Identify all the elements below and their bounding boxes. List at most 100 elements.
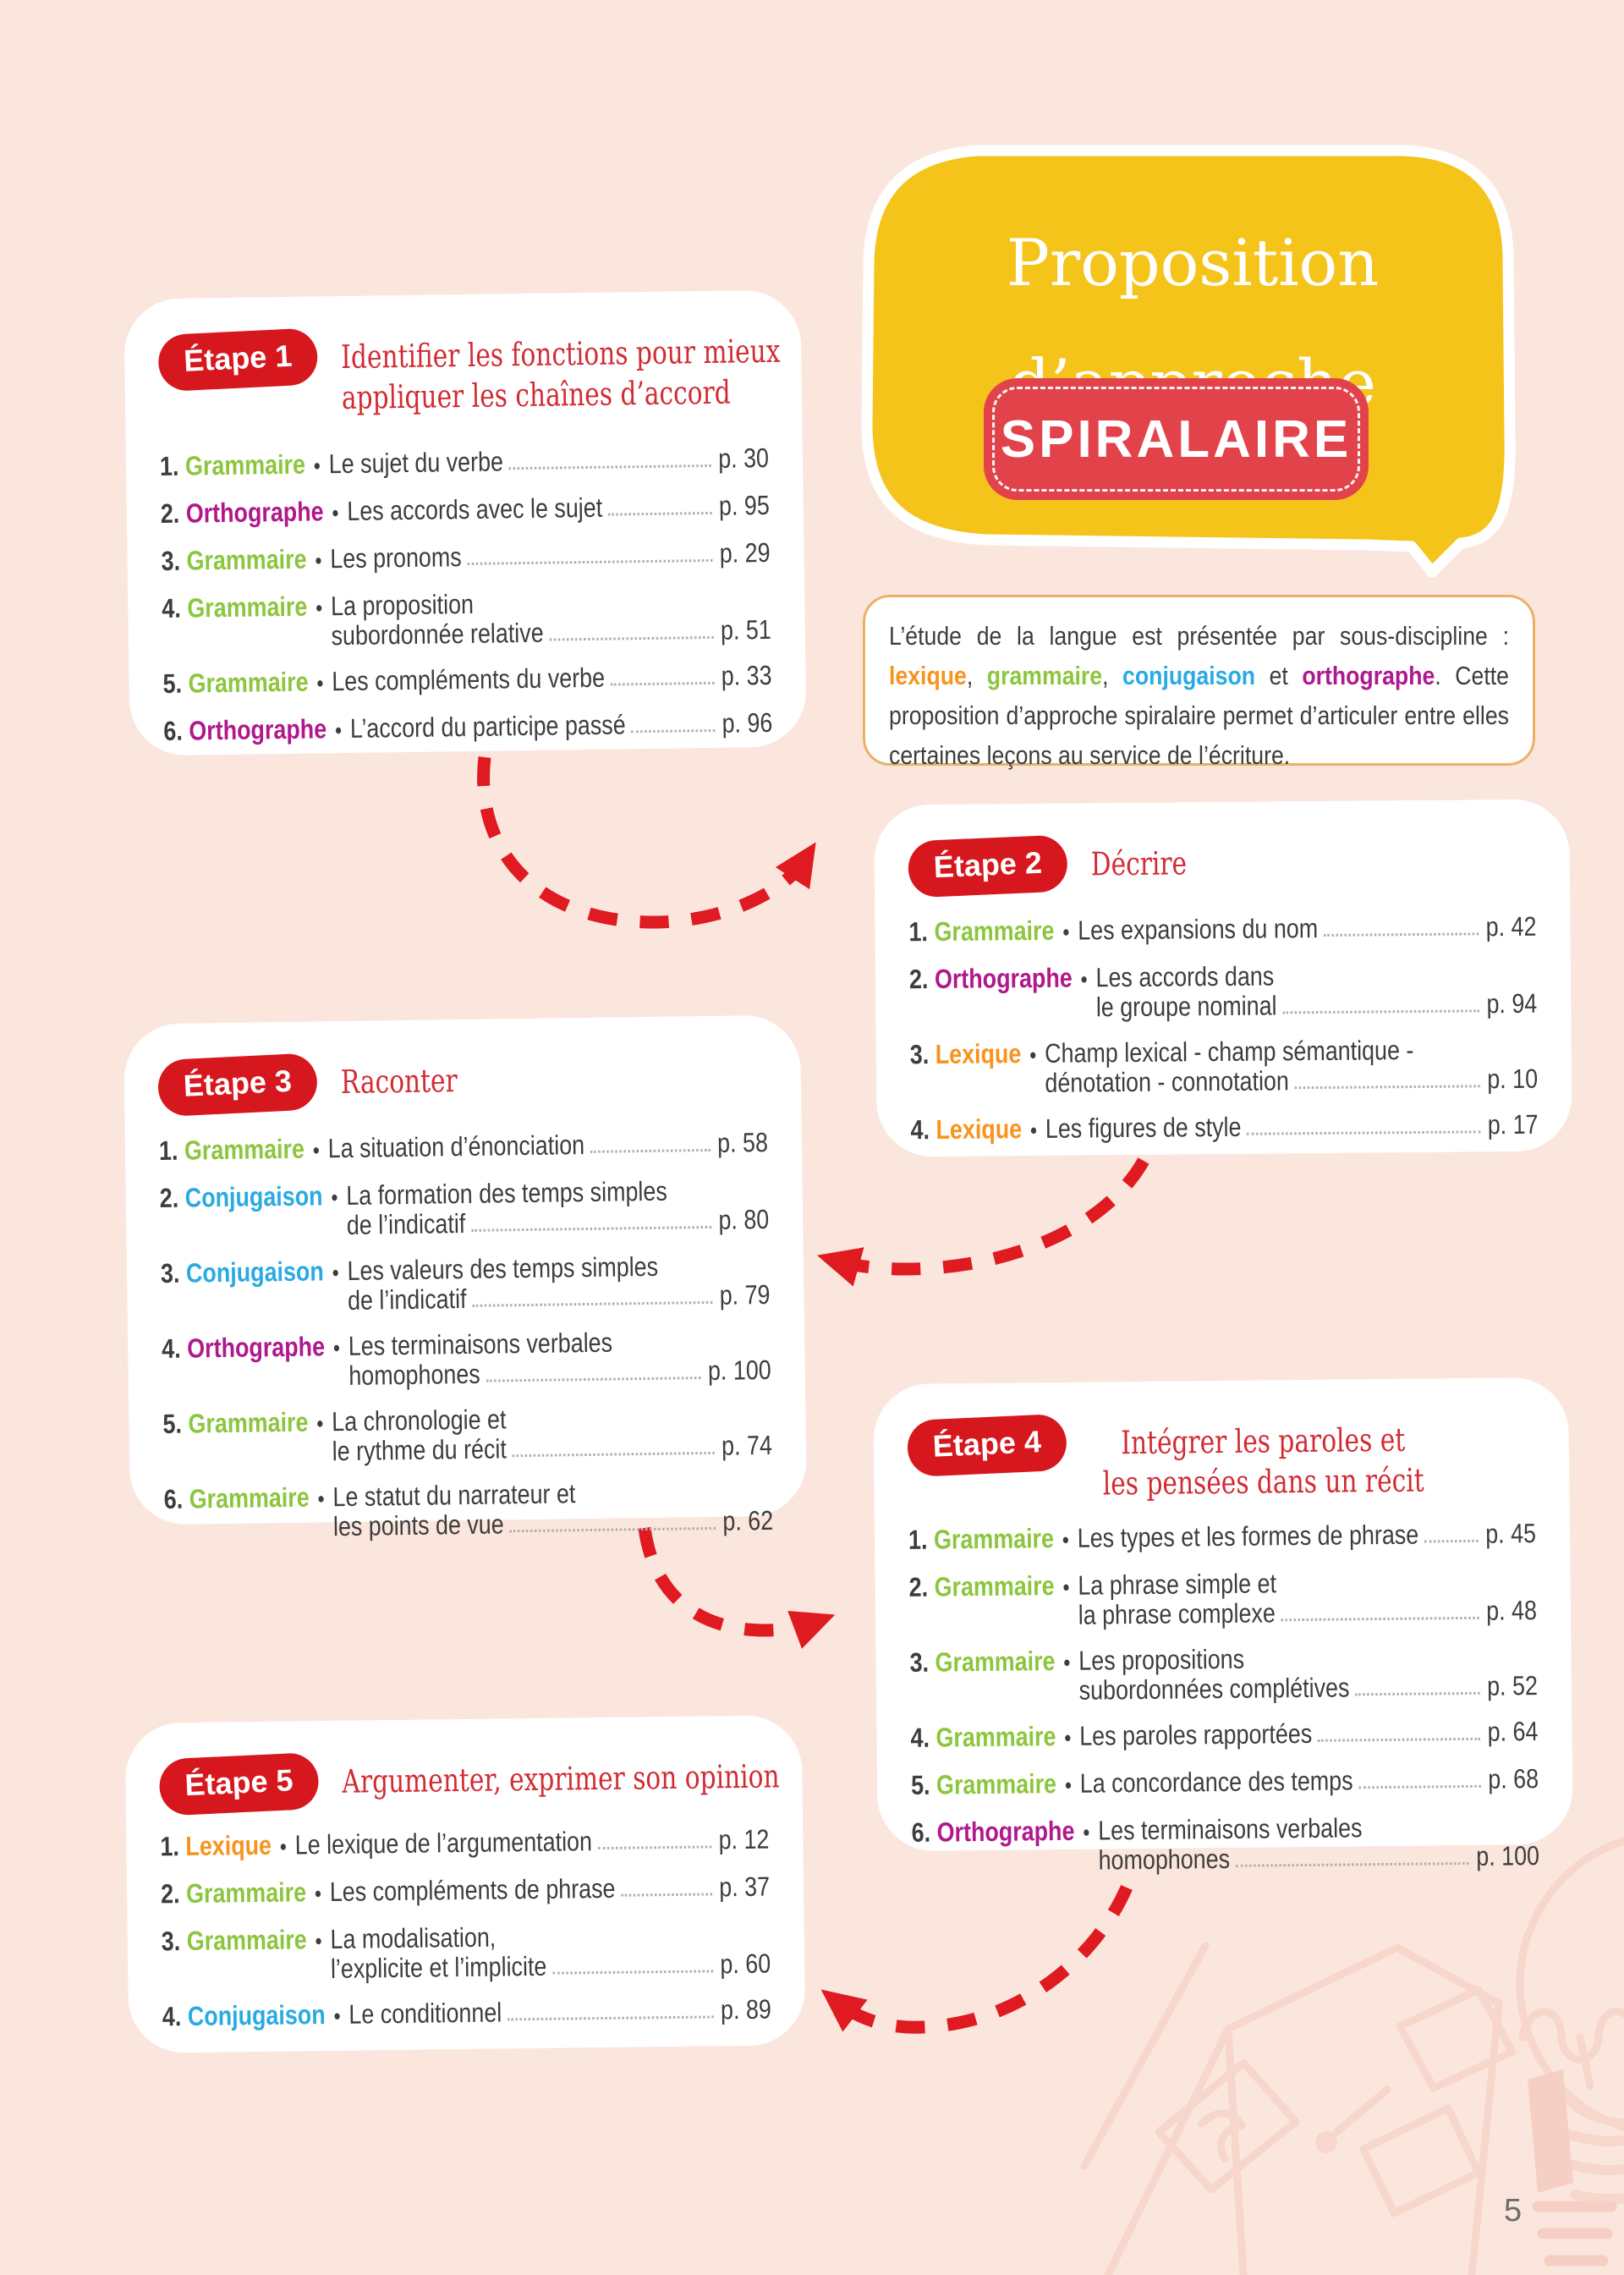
item-category: Conjugaison [187, 1999, 326, 2032]
item-number: 5. [162, 668, 183, 699]
bullet-icon: • [279, 1833, 287, 1860]
toc-item: 3. Conjugaison • Les valeurs des temps sim… [161, 1250, 771, 1318]
dotted-leader [597, 1845, 712, 1850]
etape-3-badge: Étape 3 [156, 1052, 319, 1118]
item-category: Orthographe [189, 712, 327, 746]
toc-item: 2. Grammaire • La phrase simple et la phra… [908, 1566, 1537, 1632]
flow-arrow-4 [820, 1884, 1133, 2034]
intro-segment: , [966, 661, 987, 690]
item-title: La situation d’énonciation [327, 1129, 585, 1164]
item-number: 2. [160, 1878, 180, 1910]
item-category: Grammaire [189, 1481, 310, 1514]
dotted-leader [486, 1377, 701, 1382]
item-category: Orthographe [934, 962, 1073, 994]
toc-item: 1. Grammaire • Les expansions du nom p. 42 [908, 911, 1536, 948]
item-page: p. 94 [1486, 987, 1538, 1019]
bullet-icon: • [313, 452, 321, 478]
toc-item: 2. Orthographe • Les accords avec le sujet… [161, 489, 770, 530]
item-title: Les paroles rapportées [1079, 1717, 1313, 1751]
etape-4-card: Étape 4 Intégrer les paroles et les pens… [873, 1377, 1573, 1875]
bullet-icon: • [317, 1486, 325, 1512]
item-number: 1. [160, 1831, 180, 1862]
etape-3-items: 1. Grammaire • La situation d’énonciation p… [159, 1127, 774, 1544]
dotted-leader [509, 1526, 716, 1533]
etape-1-badge: Étape 1 [156, 327, 319, 393]
etape-5-title: Argumenter, exprimer son opinion [342, 1757, 780, 1800]
etape-4-header: Étape 4 Intégrer les paroles et les pens… [873, 1377, 1569, 1507]
item-title: homophones [348, 1358, 480, 1391]
bullet-icon: • [1063, 1649, 1071, 1675]
item-number: 3. [909, 1646, 930, 1678]
dotted-leader [1294, 1085, 1480, 1090]
item-number: 3. [160, 1257, 180, 1289]
item-title: Le sujet du verbe [328, 445, 504, 479]
item-number: 4. [910, 1722, 930, 1753]
flow-arrow-1 [477, 756, 816, 929]
bullet-icon: • [1029, 1041, 1037, 1068]
item-category: Orthographe [185, 495, 324, 529]
dotted-leader [1358, 1784, 1481, 1789]
bullet-icon: • [1064, 1724, 1072, 1750]
toc-item: 5. Grammaire • La chronologie et le rythme… [162, 1401, 772, 1469]
intro-text: L’étude de la langue est présentée par s… [889, 616, 1509, 775]
item-title: les points de vue [332, 1508, 504, 1542]
item-page: p. 10 [1487, 1063, 1539, 1095]
flow-arrow-2 [816, 1157, 1149, 1287]
bullet-icon: • [332, 499, 339, 525]
dotted-leader [508, 464, 711, 470]
dotted-leader [1317, 1737, 1481, 1742]
intro-segment: , [1102, 661, 1123, 690]
item-number: 4. [162, 2001, 182, 2032]
item-category: Lexique [185, 1829, 272, 1862]
item-page: p. 64 [1487, 1715, 1539, 1747]
bullet-icon: • [1062, 919, 1070, 945]
dotted-leader [1424, 1539, 1479, 1543]
toc-item: 1. Grammaire • La situation d’énonciation p… [159, 1127, 768, 1168]
item-number: 5. [910, 1769, 930, 1800]
etape-1-card: Étape 1 Identifier les fonctions pour mi… [123, 289, 807, 756]
toc-item: 4. Grammaire • Les paroles rapportées p. 64 [910, 1715, 1539, 1755]
item-page: p. 100 [707, 1354, 771, 1387]
bullet-icon: • [331, 1184, 338, 1211]
toc-item: 2. Orthographe • Les accords dans le group… [909, 959, 1538, 1024]
intro-box: L’étude de la langue est présentée par s… [863, 595, 1535, 770]
dotted-leader [610, 681, 715, 686]
item-title: La phrase simple et [1078, 1567, 1277, 1601]
item-page: p. 62 [722, 1504, 774, 1536]
page-number: 5 [1504, 2193, 1522, 2228]
toc-item: 6. Orthographe • L’accord du participe pas… [163, 706, 772, 747]
item-title: Les types et les formes de phrase [1077, 1519, 1419, 1553]
dotted-leader [512, 1451, 715, 1458]
bullet-icon: • [332, 1260, 339, 1286]
etape-1-title: Identifier les fonctions pour mieux appl… [341, 332, 781, 417]
spiralaire-label: SPIRALAIRE [1000, 409, 1352, 469]
item-title: subordonnée relative [331, 617, 544, 651]
intro-segment: et [1255, 661, 1303, 690]
item-title: de l’indicatif [346, 1207, 466, 1240]
toc-item: 4. Grammaire • La proposition subordonnée … [162, 585, 771, 652]
item-page: p. 74 [721, 1429, 773, 1461]
toc-item: 2. Grammaire • Les compléments de phrase p.… [160, 1871, 770, 1911]
intro-subject-lexique: lexique [889, 661, 967, 690]
bullet-icon: • [335, 717, 343, 743]
intro-subject-orthographe: orthographe [1302, 661, 1435, 690]
item-category: Lexique [935, 1113, 1023, 1145]
etape-3-title: Raconter [340, 1062, 458, 1102]
intro-segment: L’étude de la langue est présentée par s… [889, 621, 1509, 651]
item-title: de l’indicatif [347, 1283, 467, 1316]
item-number: 6. [911, 1816, 931, 1848]
etape-2-items: 1. Grammaire • Les expansions du nom p. 42 … [908, 911, 1539, 1146]
toc-item: 1. Lexique • Le lexique de l’argumentation… [160, 1824, 769, 1864]
item-number: 2. [159, 1182, 179, 1214]
item-category: Grammaire [935, 1645, 1056, 1678]
toc-item: 4. Conjugaison • Le conditionnel p. 89 [162, 1994, 771, 2034]
dotted-leader [621, 1893, 712, 1897]
item-page: p. 29 [719, 536, 771, 569]
etape-5-items: 1. Lexique • Le lexique de l’argumentation… [160, 1824, 771, 2034]
bullet-icon: • [1064, 1772, 1072, 1798]
spiralaire-pill: SPIRALAIRE [984, 378, 1369, 500]
item-category: Grammaire [187, 591, 308, 624]
item-category: Grammaire [933, 1522, 1055, 1555]
item-page: p. 45 [1485, 1517, 1537, 1549]
item-title: Les accords avec le sujet [347, 492, 603, 526]
